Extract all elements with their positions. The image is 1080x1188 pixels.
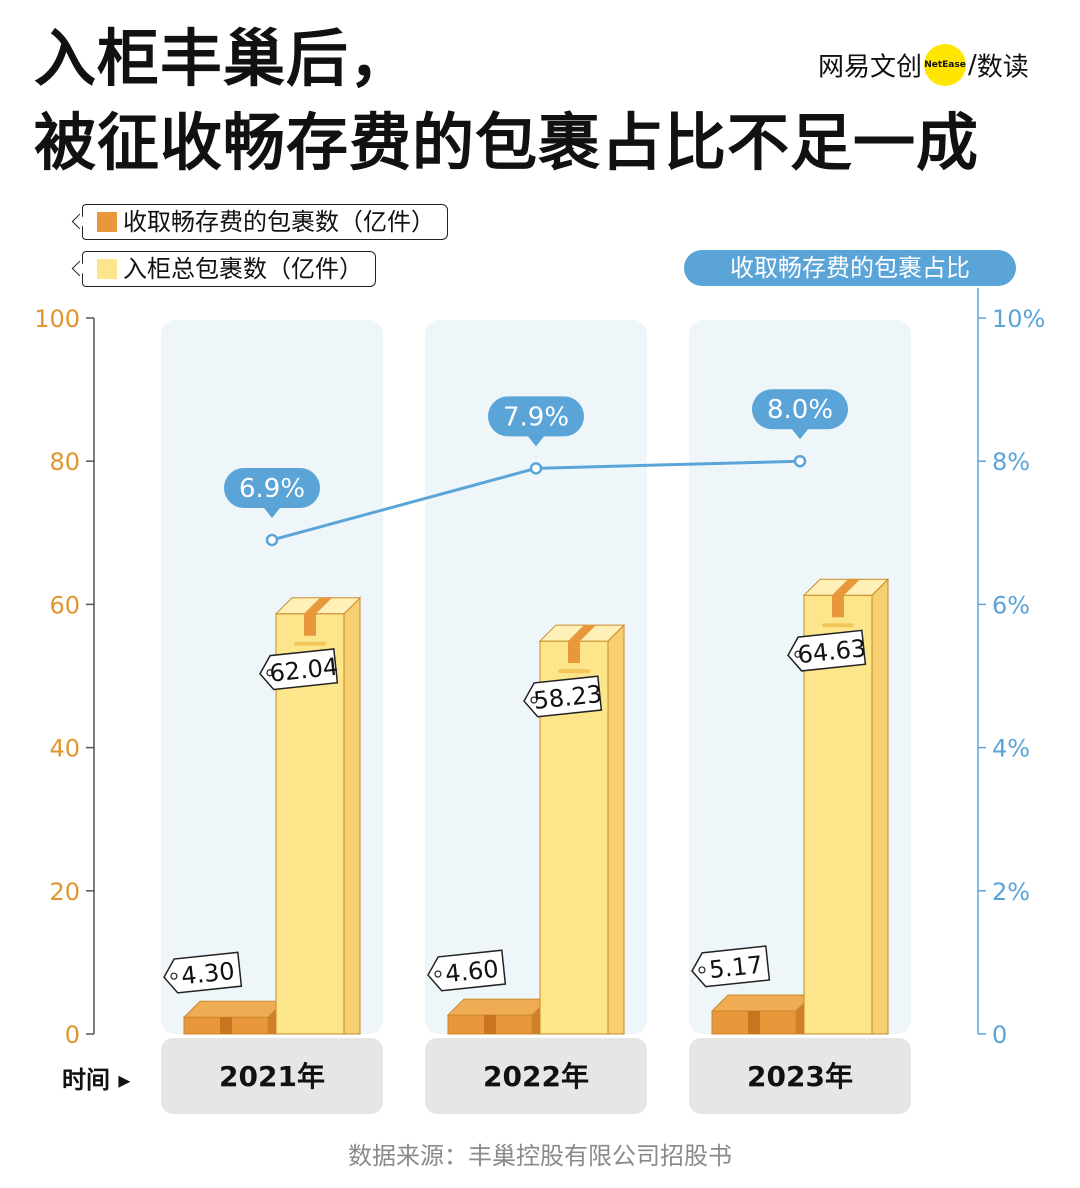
right-tick-label: 10% bbox=[992, 305, 1045, 333]
tag-hole-icon bbox=[434, 970, 442, 978]
right-tick-label: 2% bbox=[992, 878, 1030, 906]
data-label-total: 58.23 bbox=[523, 675, 603, 718]
line-point-ratio bbox=[265, 533, 279, 547]
data-label-ratio: 8.0% bbox=[767, 395, 833, 425]
bar-charged-2023年-top bbox=[710, 994, 814, 1012]
left-tick-label: 40 bbox=[49, 735, 80, 763]
data-label-total: 62.04 bbox=[259, 648, 339, 691]
brand-separator: / bbox=[968, 50, 977, 80]
year-box bbox=[425, 1038, 647, 1114]
box-tape bbox=[568, 641, 580, 664]
box-label-line bbox=[294, 641, 326, 646]
brand-sub: 数读 bbox=[976, 52, 1029, 83]
bar-total-2022年-side bbox=[607, 623, 625, 1035]
left-tick-label: 100 bbox=[34, 305, 80, 333]
data-label-ratio: 6.9% bbox=[239, 474, 305, 504]
year-box bbox=[689, 1038, 911, 1114]
data-label-charged: 4.30 bbox=[163, 951, 243, 994]
x-tick-label: 2023年 bbox=[747, 1060, 853, 1093]
legend-swatch-charged bbox=[97, 212, 117, 232]
data-label-charged-shape bbox=[427, 949, 507, 992]
legend-charged: 收取畅存费的包裹数（亿件） bbox=[71, 204, 448, 240]
box-tape bbox=[832, 579, 860, 596]
data-label-charged-text: 4.60 bbox=[444, 955, 500, 988]
tag-hole-icon bbox=[266, 669, 274, 677]
data-label-charged-text: 4.30 bbox=[180, 957, 236, 990]
data-label-charged: 4.60 bbox=[427, 949, 507, 992]
left-tick-label: 20 bbox=[49, 878, 80, 906]
data-label-charged-shape bbox=[163, 951, 243, 994]
legend-swatch-total bbox=[97, 259, 117, 279]
data-label-total-shape bbox=[259, 648, 339, 691]
year-box bbox=[161, 1038, 383, 1114]
bar-charged-2022年 bbox=[446, 997, 550, 1035]
line-point-ratio bbox=[793, 454, 807, 468]
bar-charged-2021年-top bbox=[182, 1000, 286, 1018]
box-tape bbox=[304, 597, 332, 614]
brand-logo: 网易文创 NetEase/数读 bbox=[818, 44, 1029, 86]
brand-badge: NetEase bbox=[924, 44, 967, 86]
bar-total-2021年-side bbox=[343, 596, 361, 1035]
left-tick-label: 80 bbox=[49, 448, 80, 476]
legend-total: 入柜总包裹数（亿件） bbox=[71, 251, 376, 287]
box-tape bbox=[568, 625, 596, 642]
ratio-bubble bbox=[752, 389, 848, 440]
box-tape bbox=[304, 613, 316, 636]
title-line-1: 入柜丰巢后， bbox=[34, 22, 413, 95]
brand-name: 网易文创 bbox=[818, 52, 923, 83]
bar-charged-2021年 bbox=[182, 1000, 286, 1035]
right-tick-label: 4% bbox=[992, 735, 1030, 763]
right-tick-label: 6% bbox=[992, 591, 1030, 619]
legend-label-total: 入柜总包裹数（亿件） bbox=[123, 255, 363, 283]
data-label-charged-text: 5.17 bbox=[708, 951, 764, 984]
data-label-ratio: 7.9% bbox=[503, 402, 569, 432]
line-point-ratio bbox=[529, 462, 543, 475]
data-label-total-shape bbox=[523, 675, 603, 718]
box-label-line bbox=[822, 623, 854, 628]
box-tape bbox=[484, 1015, 496, 1034]
x-axis-label: 时间 ▸ bbox=[62, 1066, 131, 1094]
tag-hole-icon bbox=[698, 966, 706, 974]
data-label-charged: 5.17 bbox=[691, 945, 771, 988]
ratio-bubble bbox=[224, 467, 320, 518]
bar-total-2023年-side bbox=[871, 578, 889, 1035]
data-label-total-shape bbox=[787, 629, 867, 672]
bar-charged-2022年-top bbox=[446, 998, 550, 1016]
legend-ratio-pill: 收取畅存费的包裹占比 bbox=[684, 250, 1016, 286]
left-tick-label: 60 bbox=[49, 591, 80, 619]
right-tick-label: 8% bbox=[992, 448, 1030, 476]
source-note: 数据来源：丰巢控股有限公司招股书 bbox=[348, 1142, 732, 1170]
bar-charged-2023年 bbox=[710, 993, 814, 1035]
ratio-bubble bbox=[488, 396, 584, 447]
left-tick-label: 0 bbox=[65, 1021, 80, 1049]
right-tick-label: 0 bbox=[992, 1021, 1007, 1049]
title-line-2: 被征收畅存费的包裹占比不足一成 bbox=[34, 106, 980, 179]
box-tape bbox=[748, 1010, 760, 1034]
box-tape bbox=[832, 595, 844, 618]
data-label-charged-shape bbox=[691, 945, 771, 988]
box-label-line bbox=[558, 669, 590, 674]
x-tick-label: 2021年 bbox=[219, 1060, 325, 1093]
tag-hole-icon bbox=[794, 650, 802, 658]
tag-hole-icon bbox=[170, 972, 178, 980]
box-tape bbox=[220, 1017, 232, 1034]
tag-hole-icon bbox=[530, 696, 538, 704]
legend-label-charged: 收取畅存费的包裹数（亿件） bbox=[123, 208, 435, 236]
data-label-total: 64.63 bbox=[787, 629, 867, 672]
x-tick-label: 2022年 bbox=[483, 1060, 589, 1093]
